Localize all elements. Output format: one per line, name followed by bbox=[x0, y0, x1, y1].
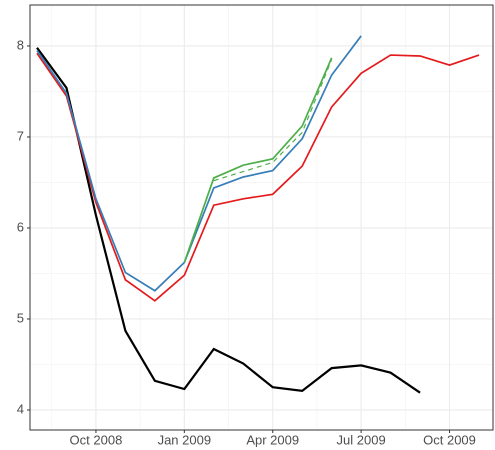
x-tick-label: Jul 2009 bbox=[337, 432, 386, 447]
x-tick-label: Apr 2009 bbox=[246, 432, 299, 447]
panel-border bbox=[29, 4, 494, 431]
line bbox=[36, 52, 480, 302]
line bbox=[36, 35, 362, 292]
line bbox=[36, 47, 421, 394]
y-tick-label: 6 bbox=[17, 219, 24, 234]
line bbox=[213, 59, 333, 182]
x-tick-label: Oct 2009 bbox=[423, 432, 476, 447]
y-tick-label: 8 bbox=[17, 37, 24, 52]
y-tick-label: 4 bbox=[17, 401, 24, 416]
panel bbox=[30, 5, 493, 430]
x-tick-label: Oct 2008 bbox=[70, 432, 123, 447]
y-tick-label: 7 bbox=[17, 128, 24, 143]
y-tick-label: 5 bbox=[17, 310, 24, 325]
x-tick-label: Jan 2009 bbox=[158, 432, 212, 447]
line bbox=[183, 57, 333, 263]
